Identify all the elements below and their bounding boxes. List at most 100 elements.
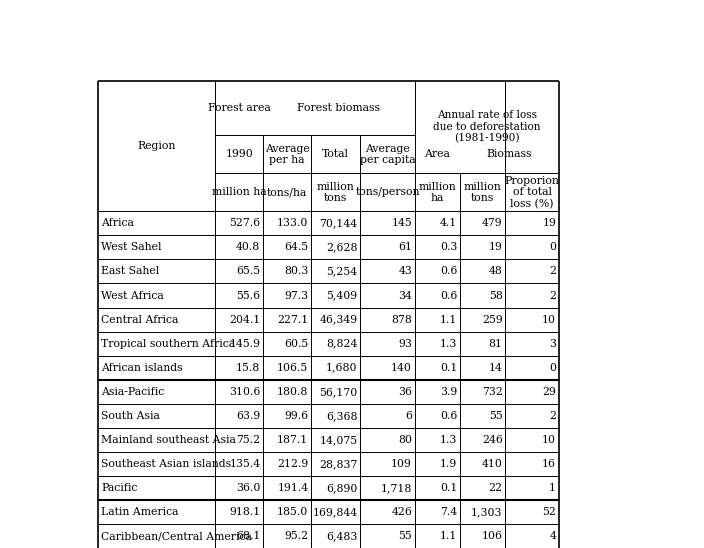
- Text: Annual rate of loss
due to deforestation
(1981-1990): Annual rate of loss due to deforestation…: [433, 110, 541, 144]
- Text: 55: 55: [489, 411, 503, 421]
- Text: 14: 14: [489, 363, 503, 373]
- Text: 410: 410: [482, 459, 503, 469]
- Text: 2: 2: [549, 411, 556, 421]
- Text: million
tons: million tons: [464, 181, 502, 203]
- Text: 1.1: 1.1: [440, 315, 458, 324]
- Text: 479: 479: [482, 218, 503, 229]
- Text: million
tons: million tons: [317, 181, 355, 203]
- Text: 1.3: 1.3: [440, 339, 458, 349]
- Text: 15.8: 15.8: [236, 363, 260, 373]
- Text: tons/ha: tons/ha: [267, 187, 307, 197]
- Text: 2: 2: [549, 266, 556, 276]
- Text: 185.0: 185.0: [277, 507, 308, 517]
- Text: 259: 259: [482, 315, 503, 324]
- Text: 70,144: 70,144: [320, 218, 358, 229]
- Text: 6,890: 6,890: [326, 483, 358, 493]
- Text: Proporion
of total
loss (%): Proporion of total loss (%): [505, 175, 560, 209]
- Text: 1,680: 1,680: [326, 363, 358, 373]
- Text: Area: Area: [425, 150, 451, 159]
- Text: 140: 140: [391, 363, 412, 373]
- Text: 63.9: 63.9: [236, 411, 260, 421]
- Text: 29: 29: [542, 387, 556, 397]
- Text: Caribbean/Central America: Caribbean/Central America: [101, 531, 252, 541]
- Text: 212.9: 212.9: [277, 459, 308, 469]
- Text: 52: 52: [542, 507, 556, 517]
- Text: 1.3: 1.3: [440, 435, 458, 445]
- Text: Average
per capita: Average per capita: [360, 144, 415, 165]
- Text: 1,718: 1,718: [381, 483, 412, 493]
- Text: 310.6: 310.6: [229, 387, 260, 397]
- Text: 0.6: 0.6: [440, 266, 458, 276]
- Text: 3.9: 3.9: [440, 387, 458, 397]
- Text: 19: 19: [489, 242, 503, 253]
- Text: 99.6: 99.6: [284, 411, 308, 421]
- Text: 878: 878: [391, 315, 412, 324]
- Text: 46,349: 46,349: [320, 315, 358, 324]
- Text: West Sahel: West Sahel: [101, 242, 162, 253]
- Text: 2: 2: [549, 290, 556, 300]
- Text: 64.5: 64.5: [284, 242, 308, 253]
- Text: 75.2: 75.2: [237, 435, 260, 445]
- Text: 426: 426: [391, 507, 412, 517]
- Text: 145.9: 145.9: [230, 339, 260, 349]
- Text: 169,844: 169,844: [313, 507, 358, 517]
- Text: 204.1: 204.1: [230, 315, 260, 324]
- Text: 14,075: 14,075: [320, 435, 358, 445]
- Text: 16: 16: [542, 459, 556, 469]
- Text: 227.1: 227.1: [277, 315, 308, 324]
- Text: 106.5: 106.5: [277, 363, 308, 373]
- Text: East Sahel: East Sahel: [101, 266, 159, 276]
- Text: 68.1: 68.1: [236, 531, 260, 541]
- Text: 133.0: 133.0: [277, 218, 308, 229]
- Text: 191.4: 191.4: [277, 483, 308, 493]
- Text: Southeast Asian islands: Southeast Asian islands: [101, 459, 231, 469]
- Text: Total: Total: [322, 150, 349, 159]
- Text: South Asia: South Asia: [101, 411, 160, 421]
- Text: Asia-Pacific: Asia-Pacific: [101, 387, 164, 397]
- Text: 527.6: 527.6: [230, 218, 260, 229]
- Text: 187.1: 187.1: [277, 435, 308, 445]
- Text: 0.6: 0.6: [440, 290, 458, 300]
- Text: Forest biomass: Forest biomass: [298, 103, 380, 113]
- Text: million
ha: million ha: [419, 181, 456, 203]
- Text: 106: 106: [482, 531, 503, 541]
- Text: 58: 58: [489, 290, 503, 300]
- Text: 0: 0: [549, 363, 556, 373]
- Text: 55.6: 55.6: [237, 290, 260, 300]
- Text: 0.3: 0.3: [440, 242, 458, 253]
- Text: 4: 4: [549, 531, 556, 541]
- Text: 34: 34: [398, 290, 412, 300]
- Text: 7.4: 7.4: [440, 507, 458, 517]
- Text: 28,837: 28,837: [319, 459, 358, 469]
- Text: 5,254: 5,254: [327, 266, 358, 276]
- Text: Average
per ha: Average per ha: [265, 144, 310, 165]
- Text: Region: Region: [137, 141, 176, 151]
- Text: 6: 6: [405, 411, 412, 421]
- Text: 19: 19: [542, 218, 556, 229]
- Text: 97.3: 97.3: [284, 290, 308, 300]
- Text: 145: 145: [391, 218, 412, 229]
- Text: 1: 1: [549, 483, 556, 493]
- Text: 6,483: 6,483: [326, 531, 358, 541]
- Text: Pacific: Pacific: [101, 483, 137, 493]
- Text: 61: 61: [398, 242, 412, 253]
- Text: Mainland southeast Asia: Mainland southeast Asia: [101, 435, 236, 445]
- Text: 36: 36: [398, 387, 412, 397]
- Text: 93: 93: [398, 339, 412, 349]
- Text: Africa: Africa: [101, 218, 134, 229]
- Text: 180.8: 180.8: [277, 387, 308, 397]
- Text: 0.6: 0.6: [440, 411, 458, 421]
- Text: Latin America: Latin America: [101, 507, 179, 517]
- Text: 40.8: 40.8: [236, 242, 260, 253]
- Text: 4.1: 4.1: [440, 218, 458, 229]
- Text: 80: 80: [398, 435, 412, 445]
- Text: 2,628: 2,628: [326, 242, 358, 253]
- Text: 732: 732: [482, 387, 503, 397]
- Text: 0.1: 0.1: [440, 363, 458, 373]
- Text: 8,824: 8,824: [326, 339, 358, 349]
- Text: 5,409: 5,409: [327, 290, 358, 300]
- Text: 6,368: 6,368: [326, 411, 358, 421]
- Text: 1,303: 1,303: [471, 507, 503, 517]
- Text: Biomass: Biomass: [486, 150, 532, 159]
- Text: 65.5: 65.5: [237, 266, 260, 276]
